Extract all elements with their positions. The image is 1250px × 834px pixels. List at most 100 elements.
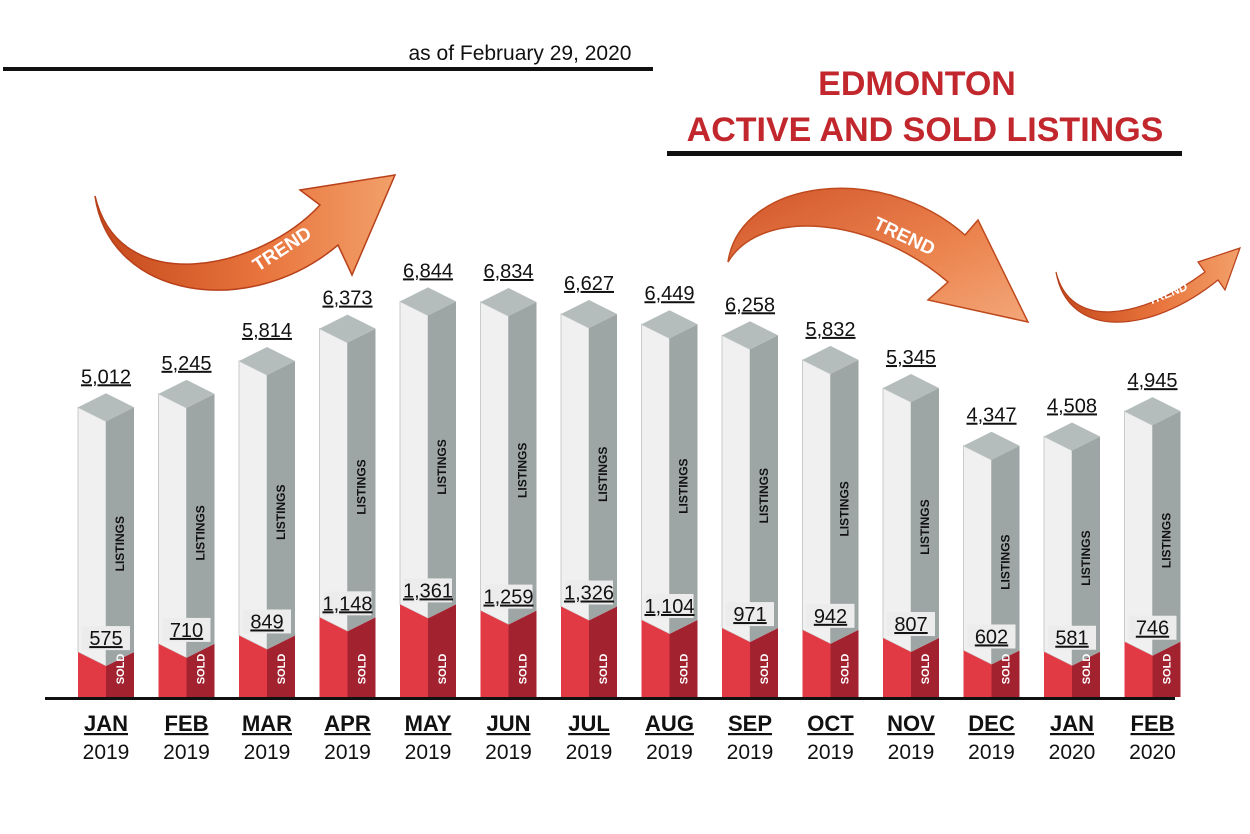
x-tick-month: SEP	[728, 711, 772, 736]
x-tick-month: JUN	[486, 711, 530, 736]
series-label-listings: LISTINGS	[516, 443, 530, 498]
listings-bar-cap	[158, 379, 215, 408]
month-column: LISTINGS SOLD	[1043, 422, 1100, 697]
sold-value-label: 1,361	[403, 580, 453, 602]
sold-value-label: 746	[1136, 618, 1169, 640]
x-tick-year: 2019	[163, 741, 210, 764]
series-label-sold: SOLD	[1001, 654, 1013, 685]
listings-bar-right	[508, 301, 537, 625]
series-label-sold: SOLD	[920, 654, 932, 685]
sold-value-bg	[243, 609, 291, 634]
listings-value-label: 6,834	[483, 261, 533, 283]
listings-bar-right	[1072, 436, 1100, 666]
listings-value-label: 6,627	[564, 273, 614, 295]
x-tick-month: MAY	[405, 711, 452, 736]
series-label-sold: SOLD	[840, 654, 852, 685]
listings-bar-left	[721, 334, 751, 643]
sold-bar-right	[1072, 651, 1100, 697]
listings-bar-cap	[641, 310, 698, 339]
listings-value-label: 6,373	[322, 288, 372, 310]
sold-bar-right	[267, 635, 295, 697]
sold-value-bg	[645, 593, 694, 618]
sold-value-label: 1,104	[644, 596, 694, 618]
listings-bar-right	[911, 388, 939, 653]
trend-arrow-up-icon: TREND	[94, 174, 397, 291]
series-label-listings: LISTINGS	[677, 458, 691, 513]
x-tick-month: JAN	[1050, 711, 1094, 736]
series-label-sold: SOLD	[357, 654, 369, 685]
series-label-sold: SOLD	[518, 654, 530, 685]
month-column: LISTINGS SOLD	[319, 314, 376, 697]
sold-value-bg	[1048, 625, 1096, 650]
month-column: LISTINGS SOLD	[1124, 397, 1181, 697]
series-label-listings: LISTINGS	[596, 447, 610, 502]
sold-value-label: 1,148	[322, 593, 372, 615]
listings-bar-left	[480, 301, 509, 626]
sold-value-bg	[323, 591, 372, 616]
sold-bar-right	[186, 643, 215, 697]
header-rule-left	[3, 67, 653, 71]
x-tick-year: 2019	[324, 741, 371, 764]
sold-bar-left	[883, 638, 911, 697]
sold-value-label: 971	[733, 604, 766, 626]
x-tick-year: 2019	[83, 741, 130, 764]
month-column: LISTINGS SOLD	[802, 345, 859, 697]
series-label-sold: SOLD	[437, 654, 449, 685]
sold-bar-right	[1152, 641, 1181, 697]
listings-value-label: 4,508	[1047, 395, 1097, 417]
x-tick-year: 2019	[485, 741, 532, 764]
sold-value-bg	[82, 626, 130, 651]
listings-bar-cap	[722, 321, 778, 350]
x-tick-year: 2020	[1129, 741, 1176, 764]
listings-bar-right	[1152, 411, 1181, 656]
month-column: LISTINGS SOLD	[399, 287, 456, 697]
x-tick-month: JUL	[568, 711, 610, 736]
listings-bar-right	[267, 360, 295, 650]
listings-value-label: 4,945	[1127, 370, 1177, 392]
sold-bar-left	[319, 617, 348, 697]
series-label-listings: LISTINGS	[918, 499, 932, 554]
listings-bar-cap	[883, 374, 939, 403]
sold-value-label: 581	[1055, 628, 1088, 650]
month-column: LISTINGS SOLD	[77, 393, 134, 697]
sold-value-bg	[806, 603, 855, 628]
sold-bar-right	[669, 619, 698, 697]
sold-value-label: 942	[814, 606, 847, 628]
listings-value-label: 5,012	[81, 366, 131, 388]
month-column: LISTINGS SOLD	[641, 310, 698, 697]
month-column: LISTINGS SOLD	[158, 379, 215, 697]
series-label-listings: LISTINGS	[113, 516, 127, 571]
sold-bar-right	[991, 650, 1020, 697]
listings-value-label: 6,844	[403, 260, 453, 282]
listings-bar-right	[750, 335, 778, 643]
listings-bar-right	[991, 445, 1020, 665]
x-tick-year: 2019	[727, 741, 774, 764]
month-column: LISTINGS SOLD	[721, 321, 778, 697]
sold-value-bg	[726, 602, 774, 627]
x-tick-month: NOV	[887, 711, 935, 736]
chart-title-line2: ACTIVE AND SOLD LISTINGS	[687, 111, 1164, 149]
listings-bar-right	[428, 301, 456, 619]
listings-bar-left	[560, 313, 590, 622]
sold-value-bg	[484, 584, 533, 609]
listings-bar-cap	[963, 431, 1020, 460]
x-tick-month: DEC	[968, 711, 1015, 736]
listings-value-label: 6,258	[725, 294, 775, 316]
sold-value-bg	[967, 624, 1016, 649]
listings-bar-cap	[319, 314, 376, 343]
listings-value-label: 5,814	[242, 320, 292, 342]
listings-value-label: 5,832	[805, 319, 855, 341]
listings-value-label: 4,347	[966, 405, 1016, 427]
x-tick-year: 2019	[244, 741, 291, 764]
listings-bar-left	[399, 300, 429, 620]
sold-bar-left	[1044, 651, 1072, 697]
series-label-sold: SOLD	[1162, 654, 1174, 685]
series-label-listings: LISTINGS	[838, 481, 852, 536]
sold-bar-left	[722, 628, 750, 697]
x-tick-year: 2019	[405, 741, 452, 764]
sold-bar-right	[911, 638, 939, 697]
sold-bar-right	[589, 606, 617, 697]
x-tick-year: 2019	[807, 741, 854, 764]
sold-bar-left	[802, 629, 831, 697]
x-tick-year: 2019	[968, 741, 1015, 764]
